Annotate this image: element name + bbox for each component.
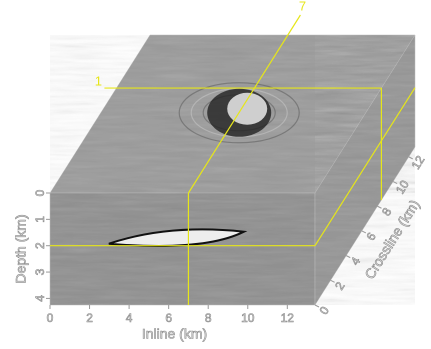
z-tick-label: 10: [393, 177, 412, 196]
face-texture: [50, 193, 315, 305]
cube-faces: [49, 34, 416, 306]
z-tick: [408, 156, 413, 160]
y-tick-label: 2: [33, 242, 47, 249]
y-axis-label: Depth (km): [13, 214, 29, 283]
x-tick-label: 8: [205, 311, 212, 325]
z-tick-label: 12: [409, 153, 428, 172]
x-axis-label: Inline (km): [142, 326, 207, 342]
z-tick: [377, 205, 382, 209]
face-texture: [315, 35, 415, 305]
x-tick-label: 4: [126, 311, 133, 325]
x-tick-label: 6: [165, 311, 172, 325]
z-tick-label: 6: [363, 230, 379, 243]
y-tick-label: 0: [33, 189, 47, 196]
z-tick-label: 2: [332, 279, 348, 292]
y-tick-label: 4: [33, 295, 47, 302]
slice-line: [187, 14, 301, 194]
ring: [178, 82, 300, 144]
slice-line: [314, 87, 416, 247]
z-tick: [330, 279, 335, 283]
z-tick: [314, 304, 320, 308]
z-tick: [346, 255, 351, 259]
z-tick-label: 4: [348, 254, 364, 267]
slice-label: 1: [95, 74, 102, 89]
z-tick-label: 0: [317, 304, 333, 317]
x-tick-label: 2: [86, 311, 93, 325]
anomaly: [227, 92, 268, 125]
z-tick: [392, 181, 398, 185]
x-tick-label: 0: [47, 311, 54, 325]
x-tick-label: 12: [281, 311, 295, 325]
y-tick-label: 1: [33, 216, 47, 223]
y-tick-label: 3: [33, 268, 47, 275]
z-tick: [361, 230, 367, 234]
x-tick-label: 10: [241, 311, 255, 325]
z-tick-label: 8: [379, 205, 395, 218]
slice-label: 7: [299, 0, 306, 13]
